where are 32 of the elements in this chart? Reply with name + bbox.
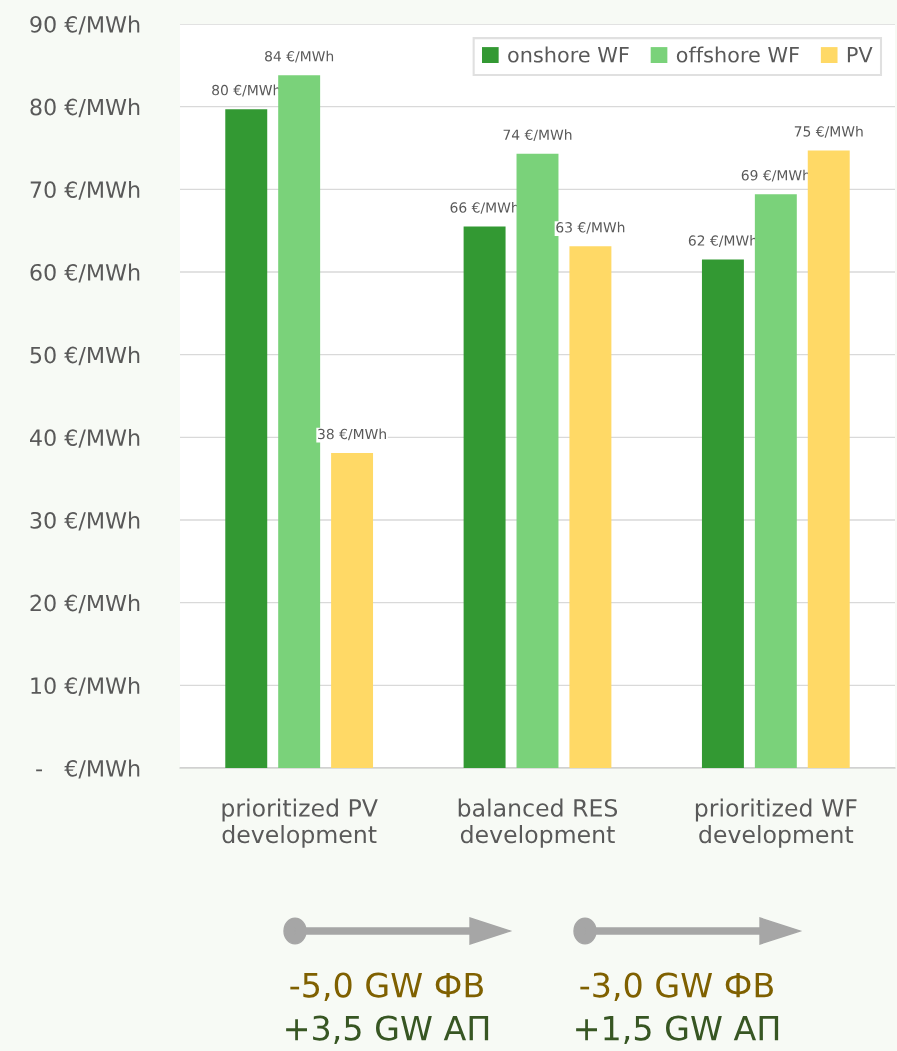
y-tick-label: 80 €/MWh [30,98,140,118]
data-label: 66 €/MWh [450,201,519,214]
text: -3,0 GW ФВ +1,5 GW АП [576,972,779,1045]
bar [701,259,744,768]
bar [569,246,612,768]
y-tick-label: 90 €/MWh [30,15,140,35]
y-tick-label: 40 €/MWh [30,428,140,448]
bar [754,194,797,768]
data-label: 38 €/MWh [318,428,386,441]
data-label: 84 €/MWh [265,50,334,63]
data-label: 74 €/MWh [503,129,572,142]
x-tick-label: prioritized WF development [695,798,857,848]
y-tick-label: 50 €/MWh [30,346,140,366]
bar [463,226,506,768]
bar [331,453,374,768]
legend-label: onshore WF [508,46,629,63]
data-label: 75 €/MWh [794,125,863,138]
legend-label: offshore WF [676,46,799,63]
y-tick-label: 20 €/MWh [30,594,140,614]
x-tick-label: balanced RES development [458,798,618,848]
bar [807,150,850,768]
y-tick-label: - €/MWh [36,759,140,779]
text: -5,0 GW ФВ +3,5 GW АП [286,972,489,1045]
y-tick-label: 30 €/MWh [30,511,140,531]
x-tick-label: prioritized PV development [222,798,378,848]
y-tick-label: 10 €/MWh [31,676,140,696]
bar [225,109,268,768]
data-label: 63 €/MWh [556,221,625,234]
legend-label: PV [847,47,873,63]
y-tick-label: 70 €/MWh [30,180,140,200]
y-tick-label: 60 €/MWh [30,263,140,283]
data-label: 62 €/MWh [688,235,757,247]
